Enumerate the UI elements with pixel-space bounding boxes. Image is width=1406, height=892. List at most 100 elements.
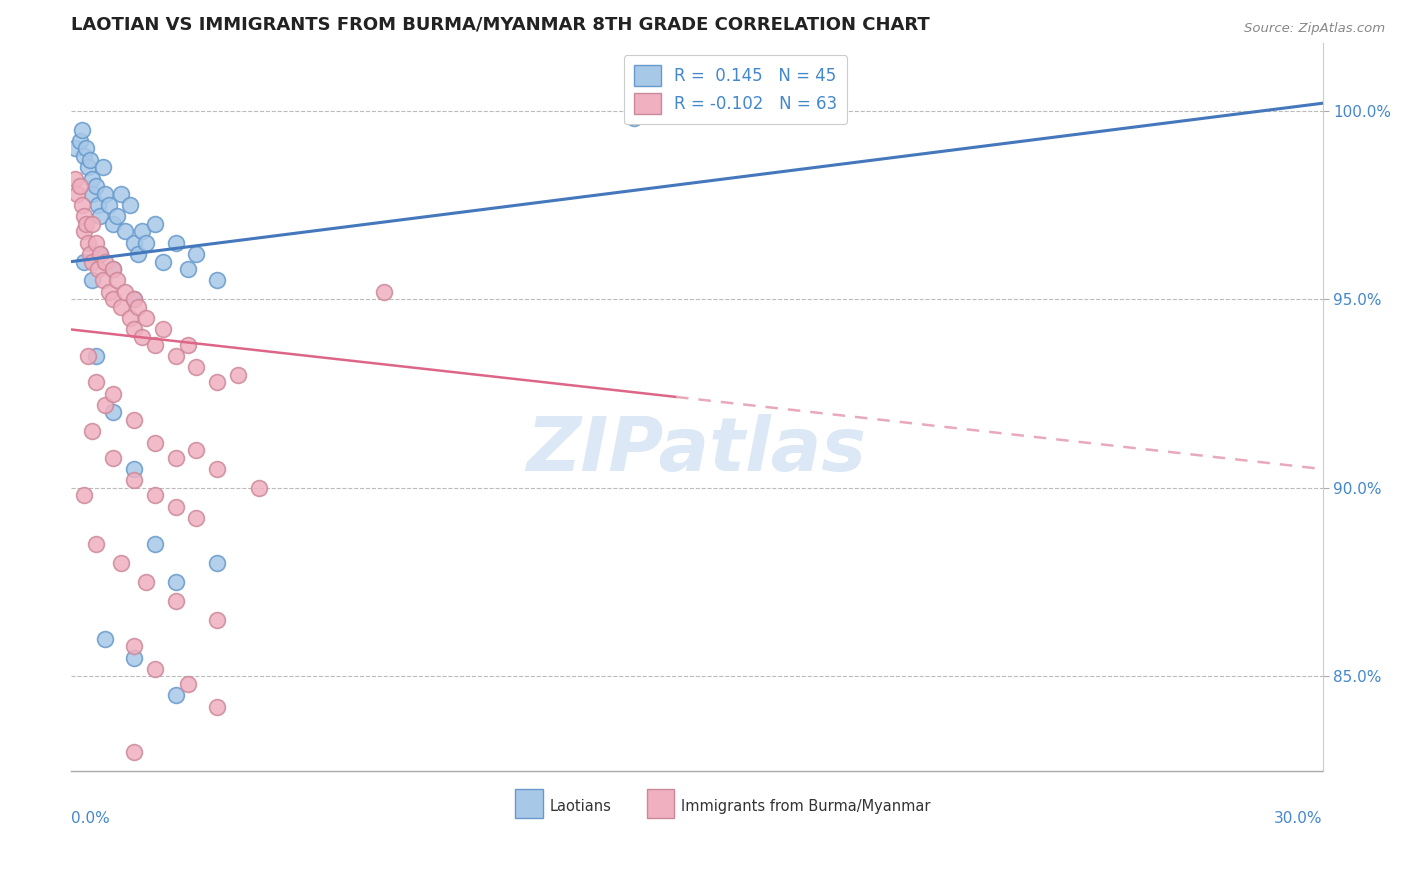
- Point: [143, 537, 166, 551]
- Point: [84, 235, 107, 250]
- Point: [165, 594, 187, 608]
- Point: [93, 398, 115, 412]
- Point: [87, 198, 110, 212]
- Point: [143, 488, 166, 502]
- Point: [143, 217, 166, 231]
- Point: [105, 210, 128, 224]
- Text: 30.0%: 30.0%: [1274, 811, 1323, 826]
- Point: [105, 273, 128, 287]
- Point: [131, 330, 153, 344]
- Point: [79, 153, 101, 167]
- Point: [101, 262, 124, 277]
- Point: [623, 112, 645, 126]
- Bar: [516, 789, 543, 818]
- Point: [97, 198, 120, 212]
- Point: [131, 224, 153, 238]
- Point: [122, 293, 145, 307]
- Point: [143, 435, 166, 450]
- Text: Immigrants from Burma/Myanmar: Immigrants from Burma/Myanmar: [681, 799, 931, 814]
- Point: [373, 285, 395, 299]
- Point: [122, 322, 145, 336]
- Point: [177, 262, 200, 277]
- Point: [73, 254, 96, 268]
- Point: [186, 511, 208, 525]
- Text: Laotians: Laotians: [550, 799, 612, 814]
- Point: [207, 613, 229, 627]
- Point: [152, 254, 174, 268]
- Point: [91, 273, 114, 287]
- Point: [118, 198, 141, 212]
- Point: [122, 640, 145, 654]
- Point: [82, 273, 104, 287]
- Point: [101, 405, 124, 419]
- Point: [143, 662, 166, 676]
- Point: [114, 224, 136, 238]
- Point: [247, 481, 270, 495]
- Point: [82, 186, 104, 201]
- Point: [101, 217, 124, 231]
- Point: [152, 322, 174, 336]
- Point: [143, 337, 166, 351]
- Point: [165, 575, 187, 590]
- Point: [82, 254, 104, 268]
- Point: [207, 699, 229, 714]
- Bar: [647, 789, 675, 818]
- Point: [110, 556, 132, 570]
- Point: [186, 443, 208, 458]
- Point: [93, 186, 115, 201]
- Point: [65, 171, 87, 186]
- Point: [122, 235, 145, 250]
- Point: [122, 745, 145, 759]
- Point: [135, 575, 157, 590]
- Point: [177, 337, 200, 351]
- Point: [101, 450, 124, 465]
- Point: [66, 186, 89, 201]
- Point: [207, 273, 229, 287]
- Point: [101, 293, 124, 307]
- Point: [84, 537, 107, 551]
- Point: [127, 300, 149, 314]
- Point: [84, 376, 107, 390]
- Point: [114, 285, 136, 299]
- Point: [165, 349, 187, 363]
- Point: [82, 217, 104, 231]
- Text: LAOTIAN VS IMMIGRANTS FROM BURMA/MYANMAR 8TH GRADE CORRELATION CHART: LAOTIAN VS IMMIGRANTS FROM BURMA/MYANMAR…: [72, 15, 929, 33]
- Point: [73, 488, 96, 502]
- Point: [122, 473, 145, 487]
- Point: [77, 161, 100, 175]
- Point: [207, 462, 229, 476]
- Point: [93, 254, 115, 268]
- Point: [73, 210, 96, 224]
- Point: [89, 210, 111, 224]
- Point: [82, 171, 104, 186]
- Point: [73, 149, 96, 163]
- Point: [84, 179, 107, 194]
- Point: [70, 198, 93, 212]
- Point: [165, 500, 187, 514]
- Point: [207, 556, 229, 570]
- Point: [89, 247, 111, 261]
- Point: [97, 285, 120, 299]
- Point: [93, 632, 115, 646]
- Point: [91, 161, 114, 175]
- Point: [122, 650, 145, 665]
- Point: [165, 450, 187, 465]
- Text: ZIPatlas: ZIPatlas: [527, 414, 868, 487]
- Point: [122, 293, 145, 307]
- Point: [135, 235, 157, 250]
- Point: [186, 247, 208, 261]
- Point: [122, 462, 145, 476]
- Point: [207, 376, 229, 390]
- Point: [84, 349, 107, 363]
- Point: [79, 247, 101, 261]
- Point: [75, 141, 97, 155]
- Point: [75, 217, 97, 231]
- Point: [165, 688, 187, 702]
- Point: [70, 122, 93, 136]
- Point: [89, 247, 111, 261]
- Point: [73, 224, 96, 238]
- Point: [135, 311, 157, 326]
- Text: Source: ZipAtlas.com: Source: ZipAtlas.com: [1244, 22, 1385, 36]
- Point: [226, 368, 249, 382]
- Point: [177, 677, 200, 691]
